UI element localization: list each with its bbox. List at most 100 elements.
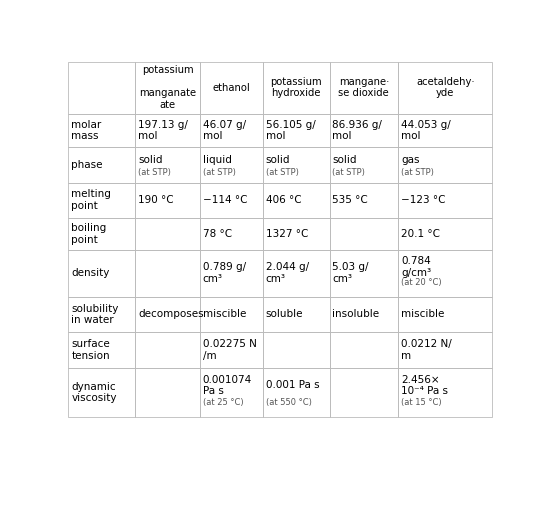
Text: 0.0212 N/
m: 0.0212 N/ m <box>401 339 452 361</box>
Text: 535 °C: 535 °C <box>333 195 368 205</box>
Text: insoluble: insoluble <box>333 309 380 320</box>
Bar <box>68 183 135 218</box>
Bar <box>398 218 492 250</box>
Bar <box>200 114 263 147</box>
Text: 44.053 g/
mol: 44.053 g/ mol <box>401 120 451 141</box>
Bar <box>68 368 135 417</box>
Text: solid: solid <box>138 155 163 165</box>
Text: 197.13 g/
mol: 197.13 g/ mol <box>138 120 188 141</box>
Text: 0.789 g/
cm³: 0.789 g/ cm³ <box>203 263 246 284</box>
Bar <box>135 62 200 114</box>
Text: 2.456×
10⁻⁴ Pa s: 2.456× 10⁻⁴ Pa s <box>401 374 448 396</box>
Text: (at STP): (at STP) <box>265 168 298 176</box>
Bar <box>135 250 200 297</box>
Text: −123 °C: −123 °C <box>401 195 446 205</box>
Bar <box>200 250 263 297</box>
Bar <box>135 183 200 218</box>
Bar <box>135 147 200 183</box>
Bar <box>263 218 329 250</box>
Text: potassium

manganate
ate: potassium manganate ate <box>139 65 196 110</box>
Text: 5.03 g/
cm³: 5.03 g/ cm³ <box>333 263 369 284</box>
Text: (at STP): (at STP) <box>203 168 236 176</box>
Bar <box>68 250 135 297</box>
Bar <box>263 368 329 417</box>
Bar <box>135 218 200 250</box>
Text: potassium
hydroxide: potassium hydroxide <box>270 77 322 98</box>
Text: solubility
in water: solubility in water <box>71 304 119 325</box>
Bar <box>135 297 200 332</box>
Bar <box>329 332 398 368</box>
Bar <box>200 368 263 417</box>
Bar <box>398 368 492 417</box>
Text: decomposes: decomposes <box>138 309 204 320</box>
Text: melting
point: melting point <box>71 189 111 211</box>
Bar <box>68 147 135 183</box>
Bar <box>398 147 492 183</box>
Text: (at 550 °C): (at 550 °C) <box>265 398 311 407</box>
Bar <box>398 297 492 332</box>
Text: surface
tension: surface tension <box>71 339 110 361</box>
Text: 0.784
g/cm³: 0.784 g/cm³ <box>401 256 431 278</box>
Text: dynamic
viscosity: dynamic viscosity <box>71 382 117 403</box>
Text: 0.001 Pa s: 0.001 Pa s <box>265 381 319 390</box>
Bar <box>329 368 398 417</box>
Bar <box>68 218 135 250</box>
Text: ethanol: ethanol <box>212 83 250 93</box>
Text: 0.001074
Pa s: 0.001074 Pa s <box>203 374 252 396</box>
Bar <box>68 297 135 332</box>
Text: (at 25 °C): (at 25 °C) <box>203 398 243 407</box>
Text: liquid: liquid <box>203 155 231 165</box>
Bar <box>263 183 329 218</box>
Text: (at STP): (at STP) <box>138 168 171 176</box>
Text: 1327 °C: 1327 °C <box>265 229 308 239</box>
Text: 78 °C: 78 °C <box>203 229 232 239</box>
Bar <box>329 114 398 147</box>
Bar <box>329 147 398 183</box>
Text: −114 °C: −114 °C <box>203 195 247 205</box>
Bar <box>398 62 492 114</box>
Bar <box>135 368 200 417</box>
Bar <box>135 332 200 368</box>
Bar <box>200 297 263 332</box>
Text: 2.044 g/
cm³: 2.044 g/ cm³ <box>265 263 309 284</box>
Text: mangane·
se dioxide: mangane· se dioxide <box>339 77 389 98</box>
Text: density: density <box>71 268 110 278</box>
Bar <box>200 147 263 183</box>
Text: (at 15 °C): (at 15 °C) <box>401 398 442 407</box>
Text: miscible: miscible <box>203 309 246 320</box>
Bar <box>263 332 329 368</box>
Text: miscible: miscible <box>401 309 445 320</box>
Text: boiling
point: boiling point <box>71 223 107 245</box>
Bar <box>263 250 329 297</box>
Bar <box>263 147 329 183</box>
Text: 56.105 g/
mol: 56.105 g/ mol <box>265 120 315 141</box>
Bar <box>398 183 492 218</box>
Text: phase: phase <box>71 160 103 170</box>
Bar <box>200 62 263 114</box>
Bar <box>263 62 329 114</box>
Text: acetaldehy·
yde: acetaldehy· yde <box>416 77 475 98</box>
Text: (at 20 °C): (at 20 °C) <box>401 278 442 287</box>
Bar <box>398 332 492 368</box>
Bar <box>135 114 200 147</box>
Text: gas: gas <box>401 155 420 165</box>
Text: 86.936 g/
mol: 86.936 g/ mol <box>333 120 382 141</box>
Bar <box>68 62 135 114</box>
Bar <box>200 183 263 218</box>
Bar <box>200 332 263 368</box>
Text: (at STP): (at STP) <box>401 168 434 176</box>
Text: 0.02275 N
/m: 0.02275 N /m <box>203 339 257 361</box>
Bar <box>329 218 398 250</box>
Text: 20.1 °C: 20.1 °C <box>401 229 440 239</box>
Bar <box>329 62 398 114</box>
Text: solid: solid <box>333 155 357 165</box>
Bar <box>200 218 263 250</box>
Text: 46.07 g/
mol: 46.07 g/ mol <box>203 120 246 141</box>
Bar <box>329 250 398 297</box>
Text: 406 °C: 406 °C <box>265 195 301 205</box>
Bar <box>329 183 398 218</box>
Bar <box>68 332 135 368</box>
Bar <box>398 250 492 297</box>
Text: solid: solid <box>265 155 290 165</box>
Bar <box>329 297 398 332</box>
